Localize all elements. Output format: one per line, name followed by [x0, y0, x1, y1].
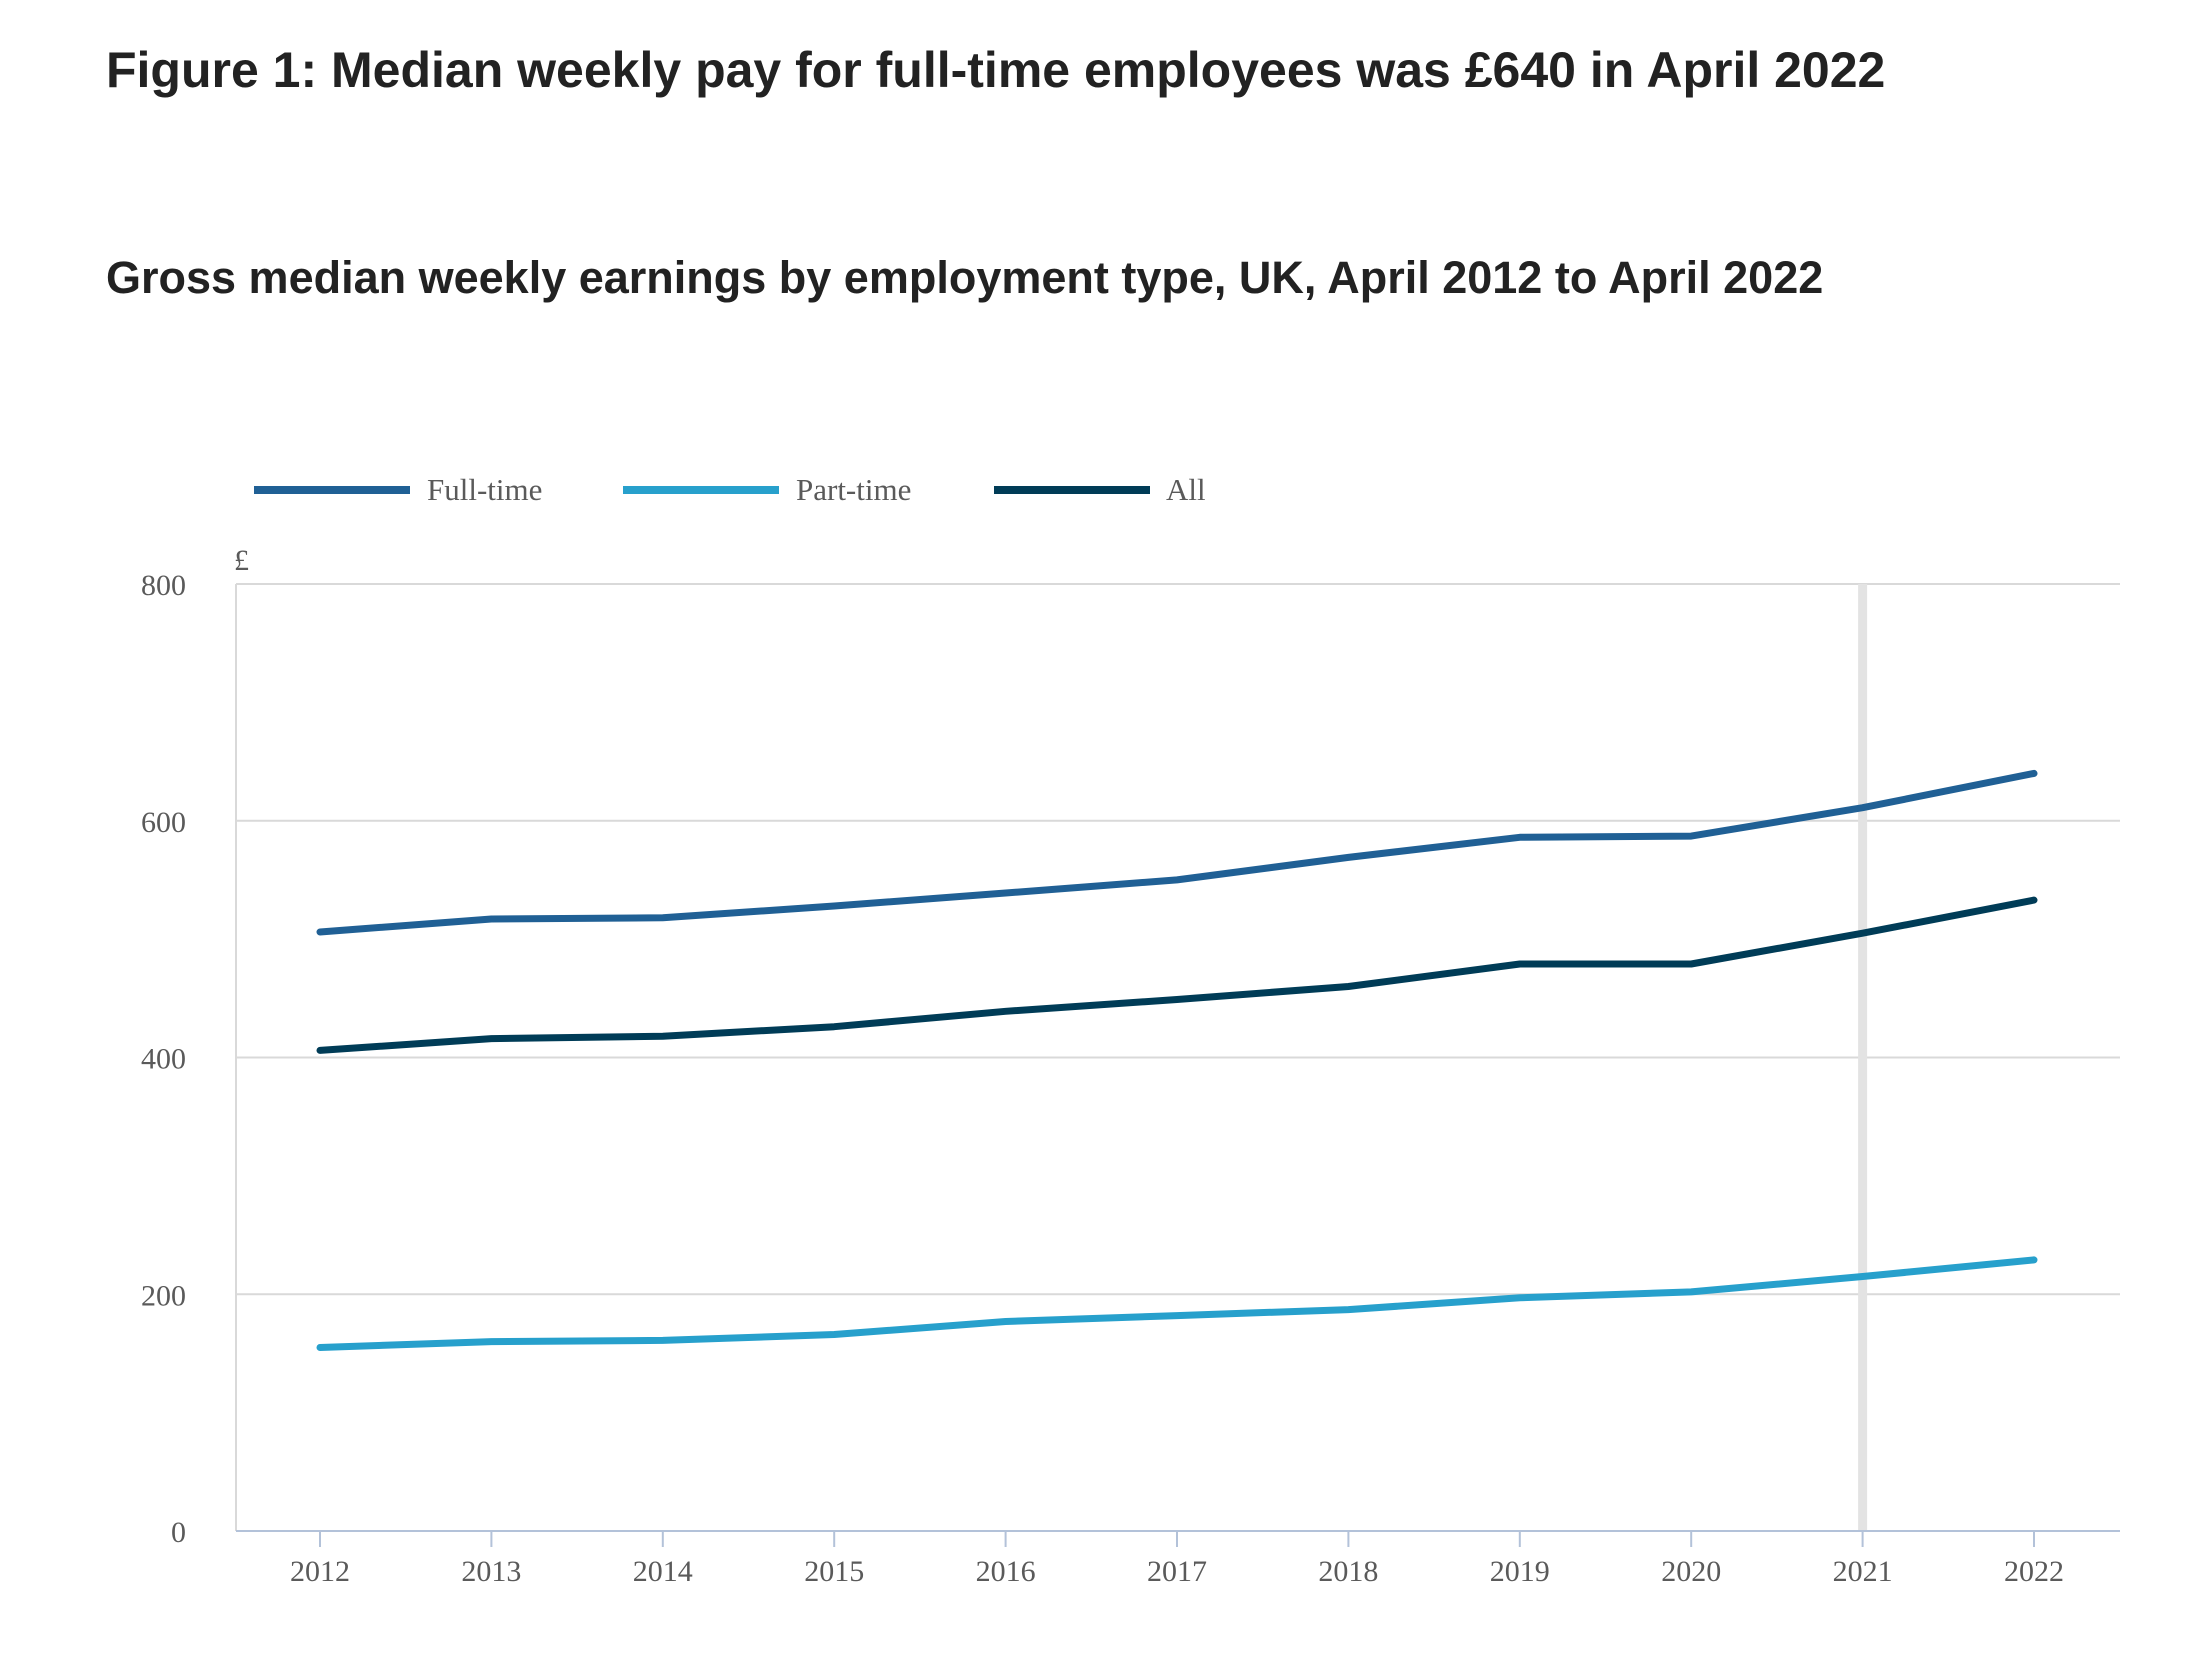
- legend-label: All: [1166, 472, 1206, 507]
- series-line-full-time: [316, 769, 2038, 936]
- legend-item-part-time: Part-time: [623, 472, 911, 507]
- chart-title: Figure 1: Median weekly pay for full-tim…: [106, 42, 1886, 98]
- legend-label: Full-time: [427, 472, 542, 507]
- x-tick-label: 2018: [1318, 1555, 1378, 1588]
- y-tick-label: 0: [171, 1516, 186, 1549]
- axes: 0 200 400 600 800 £2012 2013 2014 2015 2016 2017 20…: [141, 544, 2120, 1588]
- legend-item-full-time: Full-time: [254, 472, 542, 507]
- legend-item-all: All: [994, 472, 1206, 507]
- x-tick-label: 2020: [1661, 1555, 1721, 1588]
- series-lines: [316, 769, 2038, 1351]
- y-axis-unit-label: £: [234, 544, 249, 577]
- y-tick-label: 600: [141, 806, 186, 839]
- x-tick-label: 2021: [1833, 1555, 1893, 1588]
- x-tick-label: 2014: [633, 1555, 693, 1588]
- x-tick-label: 2019: [1490, 1555, 1550, 1588]
- legend: Full-time Part-time All: [254, 472, 1206, 507]
- legend-label: Part-time: [796, 472, 911, 507]
- y-tick-label: 200: [141, 1279, 186, 1312]
- x-tick-label: 2016: [976, 1555, 1036, 1588]
- x-tick-label: 2022: [2004, 1555, 2064, 1588]
- series-line-all: [316, 896, 2038, 1054]
- x-tick-label: 2017: [1147, 1555, 1207, 1588]
- x-tick-label: 2015: [804, 1555, 864, 1588]
- chart-subtitle: Gross median weekly earnings by employme…: [106, 252, 1824, 303]
- series-line-part-time: [316, 1256, 2038, 1351]
- x-tick-label: 2012: [290, 1555, 350, 1588]
- x-tick-label: 2013: [461, 1555, 521, 1588]
- y-tick-label: 400: [141, 1043, 186, 1076]
- gridlines: [236, 583, 2120, 1296]
- y-tick-label: 800: [141, 569, 186, 602]
